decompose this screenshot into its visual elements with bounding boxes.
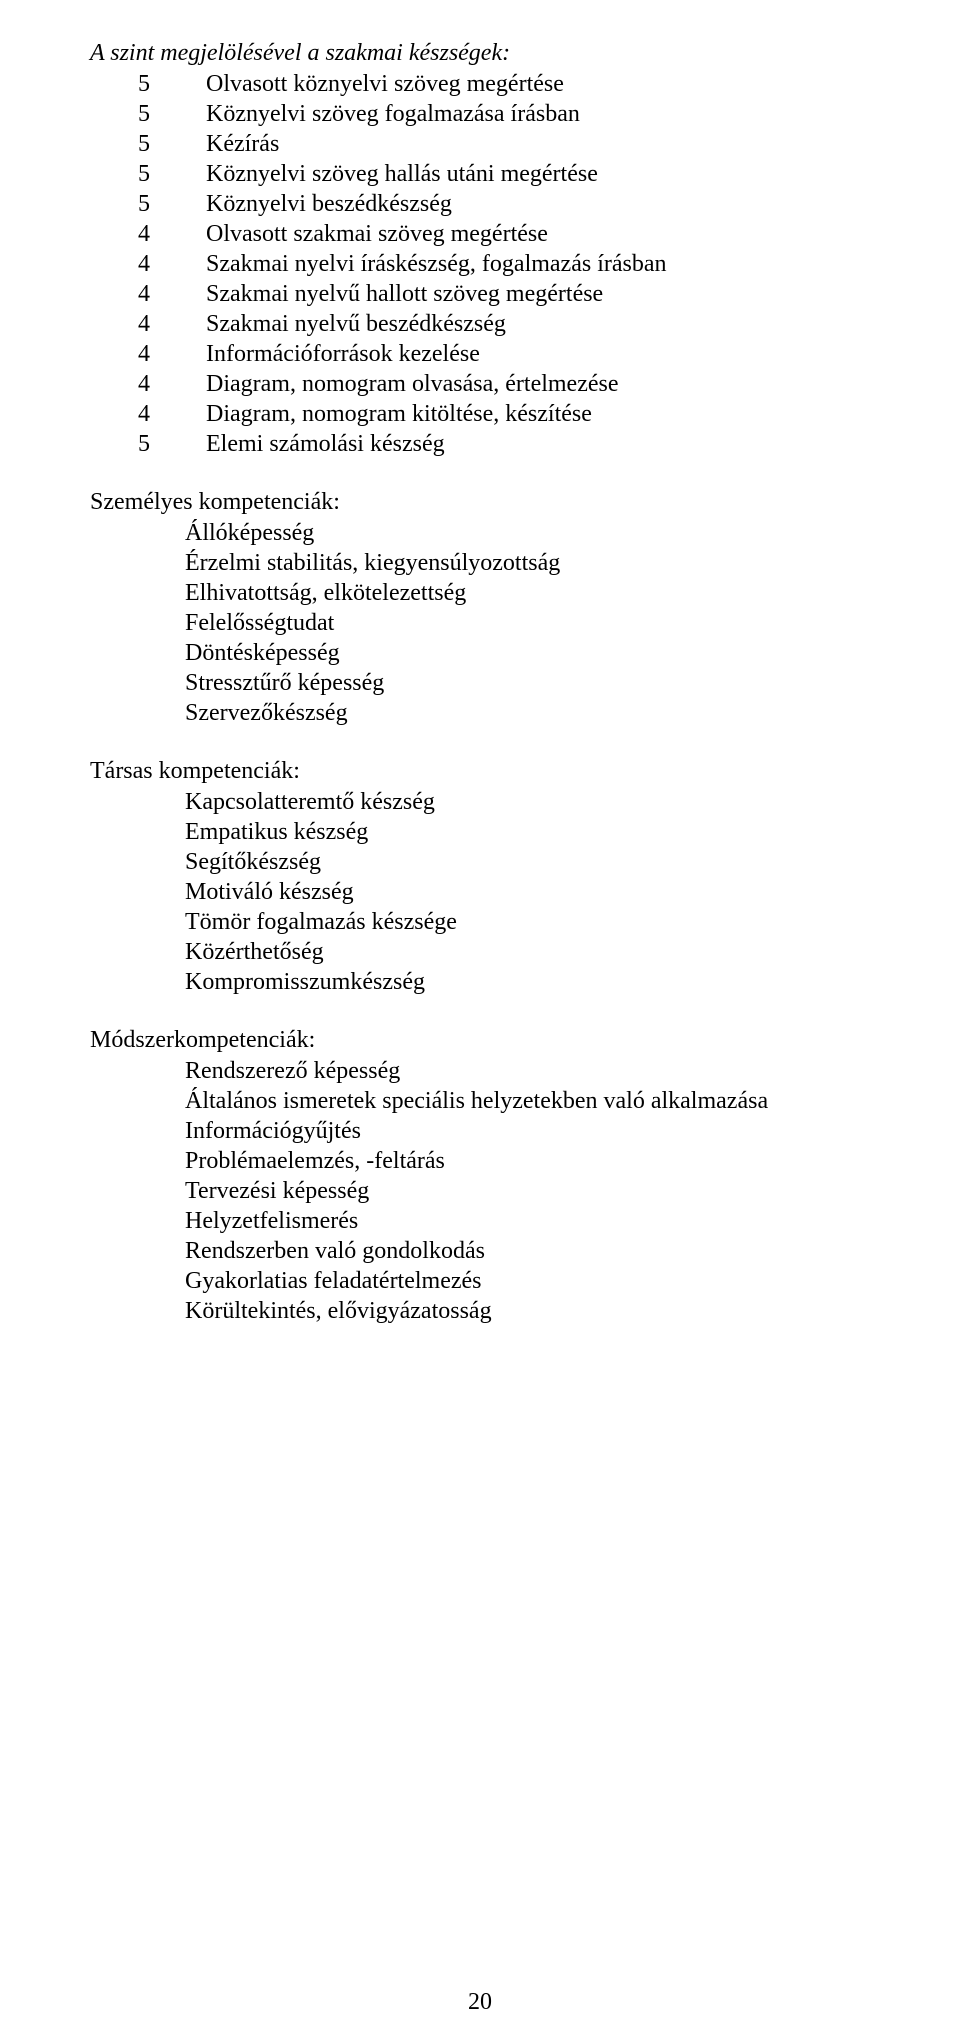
skill-text: Kézírás [206,129,870,159]
list-item: Döntésképesség [90,638,870,668]
social-list: Kapcsolatteremtő készségEmpatikus készsé… [90,787,870,997]
list-item: Tömör fogalmazás készsége [90,907,870,937]
list-item: Felelősségtudat [90,608,870,638]
list-item: Rendszerező képesség [90,1056,870,1086]
list-item: Rendszerben való gondolkodás [90,1236,870,1266]
personal-list: ÁllóképességÉrzelmi stabilitás, kiegyens… [90,518,870,728]
skill-row: 4Diagram, nomogram kitöltése, készítése [90,399,870,429]
skill-text: Diagram, nomogram olvasása, értelmezése [206,369,870,399]
list-item: Problémaelemzés, -feltárás [90,1146,870,1176]
list-item: Segítőkészség [90,847,870,877]
skill-row: 4Szakmai nyelvi íráskészség, fogalmazás … [90,249,870,279]
method-list: Rendszerező képességÁltalános ismeretek … [90,1056,870,1326]
list-item: Információgyűjtés [90,1116,870,1146]
page-number: 20 [0,1989,960,2016]
skills-list: 5Olvasott köznyelvi szöveg megértése5Köz… [90,69,870,459]
skill-text: Köznyelvi beszédkészség [206,189,870,219]
skill-text: Köznyelvi szöveg hallás utáni megértése [206,159,870,189]
skill-row: 5Köznyelvi beszédkészség [90,189,870,219]
list-item: Motiváló készség [90,877,870,907]
list-item: Kompromisszumkészség [90,967,870,997]
list-item: Körültekintés, elővigyázatosság [90,1296,870,1326]
skill-text: Szakmai nyelvű beszédkészség [206,309,870,339]
social-section-heading: Társas kompetenciák: [90,758,870,785]
skill-level: 5 [90,129,206,159]
personal-section-heading: Személyes kompetenciák: [90,489,870,516]
method-section-heading: Módszerkompetenciák: [90,1027,870,1054]
skill-level: 5 [90,99,206,129]
skill-row: 4Diagram, nomogram olvasása, értelmezése [90,369,870,399]
skill-text: Szakmai nyelvi íráskészség, fogalmazás í… [206,249,870,279]
skill-row: 4Szakmai nyelvű beszédkészség [90,309,870,339]
list-item: Empatikus készség [90,817,870,847]
skill-row: 5Kézírás [90,129,870,159]
list-item: Stressztűrő képesség [90,668,870,698]
skill-level: 4 [90,219,206,249]
list-item: Közérthetőség [90,937,870,967]
skill-level: 4 [90,309,206,339]
list-item: Kapcsolatteremtő készség [90,787,870,817]
list-item: Elhivatottság, elkötelezettség [90,578,870,608]
skill-level: 5 [90,189,206,219]
list-item: Tervezési képesség [90,1176,870,1206]
skill-level: 5 [90,69,206,99]
skill-text: Olvasott köznyelvi szöveg megértése [206,69,870,99]
skill-level: 4 [90,279,206,309]
skill-level: 4 [90,339,206,369]
skill-row: 5Elemi számolási készség [90,429,870,459]
skill-row: 4Olvasott szakmai szöveg megértése [90,219,870,249]
skill-level: 4 [90,249,206,279]
list-item: Helyzetfelismerés [90,1206,870,1236]
skill-row: 5Köznyelvi szöveg fogalmazása írásban [90,99,870,129]
list-item: Érzelmi stabilitás, kiegyensúlyozottság [90,548,870,578]
skill-text: Köznyelvi szöveg fogalmazása írásban [206,99,870,129]
list-item: Általános ismeretek speciális helyzetekb… [90,1086,870,1116]
list-item: Állóképesség [90,518,870,548]
skill-text: Olvasott szakmai szöveg megértése [206,219,870,249]
list-item: Szervezőkészség [90,698,870,728]
skill-row: 4Információforrások kezelése [90,339,870,369]
skills-section-heading: A szint megjelölésével a szakmai készség… [90,40,870,67]
skill-row: 5Olvasott köznyelvi szöveg megértése [90,69,870,99]
skill-row: 5Köznyelvi szöveg hallás utáni megértése [90,159,870,189]
skill-text: Szakmai nyelvű hallott szöveg megértése [206,279,870,309]
skill-level: 5 [90,429,206,459]
skill-level: 4 [90,369,206,399]
skill-text: Diagram, nomogram kitöltése, készítése [206,399,870,429]
skill-text: Elemi számolási készség [206,429,870,459]
skill-level: 4 [90,399,206,429]
skill-row: 4Szakmai nyelvű hallott szöveg megértése [90,279,870,309]
skill-text: Információforrások kezelése [206,339,870,369]
list-item: Gyakorlatias feladatértelmezés [90,1266,870,1296]
skill-level: 5 [90,159,206,189]
document-page: A szint megjelölésével a szakmai készség… [0,0,960,2044]
